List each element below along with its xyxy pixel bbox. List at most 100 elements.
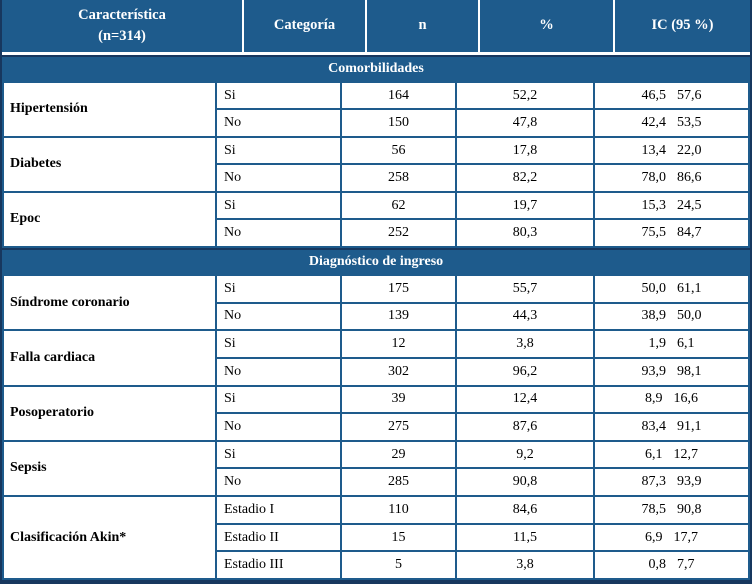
table-row: Sepsis Si 29 9,2 6,1 12,7 bbox=[2, 439, 750, 498]
cell-categoria: Estadio I bbox=[215, 495, 342, 525]
header-cell-percent: % bbox=[478, 0, 613, 52]
cell-n: 62 bbox=[340, 190, 457, 221]
ci-high: 24,5 bbox=[677, 197, 702, 213]
ci-high: 98,1 bbox=[677, 363, 702, 379]
table-row: Hipertensión Si 164 52,2 46,5 57,6 bbox=[2, 81, 750, 138]
cell-pct: 82,2 bbox=[455, 163, 595, 193]
ci-low: 15,3 bbox=[641, 197, 667, 213]
cell-pct: 96,2 bbox=[455, 356, 595, 387]
cell-ci: 83,4 91,1 bbox=[593, 412, 750, 442]
row-label: Sepsis bbox=[2, 439, 217, 498]
cell-ci: 93,9 98,1 bbox=[593, 356, 750, 387]
ci-high: 61,1 bbox=[677, 280, 702, 296]
cell-pct: 80,3 bbox=[455, 218, 595, 248]
cell-ci: 75,5 84,7 bbox=[593, 218, 750, 248]
comorbilidades-table: Hipertensión Si 164 52,2 46,5 57,6 No 150… bbox=[2, 81, 750, 248]
cell-n: 29 bbox=[340, 439, 457, 470]
ci-low: 87,3 bbox=[641, 474, 667, 490]
cell-ci: 13,4 22,0 bbox=[593, 135, 750, 166]
header-cell-category: Categoría bbox=[242, 0, 365, 52]
cell-ci: 78,0 86,6 bbox=[593, 163, 750, 193]
cell-pct: 52,2 bbox=[455, 81, 595, 111]
ci-low: 93,9 bbox=[641, 363, 667, 379]
section-body-comorbilidades: Hipertensión Si 164 52,2 46,5 57,6 No 150… bbox=[2, 81, 750, 248]
cell-pct: 12,4 bbox=[455, 384, 595, 415]
ci-high: 12,7 bbox=[673, 446, 699, 462]
cell-pct: 11,5 bbox=[455, 522, 595, 553]
cell-n: 285 bbox=[340, 467, 457, 498]
row-label: Hipertensión bbox=[2, 81, 217, 138]
cell-n: 275 bbox=[340, 412, 457, 442]
ci-low: 78,5 bbox=[641, 501, 667, 517]
cell-categoria: Estadio III bbox=[215, 550, 342, 580]
ci-high: 22,0 bbox=[677, 142, 702, 158]
cell-categoria: No bbox=[215, 218, 342, 248]
cell-n: 150 bbox=[340, 108, 457, 138]
ci-high: 57,6 bbox=[677, 87, 702, 103]
ci-low: 46,5 bbox=[641, 87, 667, 103]
table-row: Diabetes Si 56 17,8 13,4 22,0 bbox=[2, 135, 750, 193]
cell-ci: 15,3 24,5 bbox=[593, 190, 750, 221]
table-row: Epoc Si 62 19,7 15,3 24,5 bbox=[2, 190, 750, 248]
cell-n: 258 bbox=[340, 163, 457, 193]
cell-ci: 42,4 53,5 bbox=[593, 108, 750, 138]
ci-low: 83,4 bbox=[641, 418, 667, 434]
ci-high: 50,0 bbox=[677, 308, 702, 324]
ci-low: 13,4 bbox=[641, 142, 667, 158]
cell-ci: 46,5 57,6 bbox=[593, 81, 750, 111]
header-cell-n: n bbox=[365, 0, 478, 52]
header-cell-characteristic: Característica (n=314) bbox=[2, 0, 242, 52]
cell-categoria: No bbox=[215, 108, 342, 138]
section-header-diagnostico-ingreso: Diagnóstico de ingreso bbox=[2, 247, 750, 274]
row-label: Epoc bbox=[2, 190, 217, 248]
cell-categoria: No bbox=[215, 467, 342, 498]
cell-ci: 6,1 12,7 bbox=[593, 439, 750, 470]
cell-ci: 0,8 7,7 bbox=[593, 550, 750, 580]
cell-categoria: No bbox=[215, 301, 342, 332]
cell-categoria: Si bbox=[215, 190, 342, 221]
ci-high: 90,8 bbox=[677, 501, 702, 517]
cell-ci: 8,9 16,6 bbox=[593, 384, 750, 415]
group-diabetes: Diabetes Si 56 17,8 13,4 22,0 No 258 82,2… bbox=[2, 135, 750, 193]
ci-high: 86,6 bbox=[677, 170, 702, 186]
cell-pct: 3,8 bbox=[455, 550, 595, 580]
ci-low: 8,9 bbox=[645, 391, 663, 407]
ci-low: 50,0 bbox=[641, 280, 667, 296]
table-row: No 139 44,3 38,9 50,0 bbox=[3, 301, 750, 332]
cell-ci: 6,9 17,7 bbox=[593, 522, 750, 553]
ci-low: 6,9 bbox=[645, 529, 663, 545]
ci-low: 38,9 bbox=[641, 308, 667, 324]
table-row: No 285 90,8 87,3 93,9 bbox=[3, 467, 750, 498]
ci-low: 75,5 bbox=[641, 225, 667, 241]
table-row: Estadio II 15 11,5 6,9 17,7 bbox=[3, 522, 750, 553]
table-row: No 150 47,8 42,4 53,5 bbox=[3, 108, 750, 138]
ci-low: 78,0 bbox=[641, 170, 667, 186]
row-label: Clasificación Akin* bbox=[2, 495, 217, 580]
header-characteristic-line1: Característica bbox=[78, 6, 166, 23]
group-sepsis: Sepsis Si 29 9,2 6,1 12,7 No 285 90,8 87,… bbox=[2, 439, 750, 498]
cell-n: 252 bbox=[340, 218, 457, 248]
row-label: Falla cardiaca bbox=[2, 329, 217, 387]
cell-categoria: No bbox=[215, 356, 342, 387]
group-posoperatorio: Posoperatorio Si 39 12,4 8,9 16,6 No 275 … bbox=[2, 384, 750, 442]
cell-categoria: No bbox=[215, 412, 342, 442]
cell-categoria: Si bbox=[215, 81, 342, 111]
cell-pct: 9,2 bbox=[455, 439, 595, 470]
cell-categoria: Si bbox=[215, 384, 342, 415]
section-header-comorbilidades: Comorbilidades bbox=[2, 55, 750, 81]
section-body-diagnostico-ingreso: Síndrome coronario Si 175 55,7 50,0 61,1 … bbox=[2, 273, 750, 580]
header-cell-ci: IC (95 %) bbox=[613, 0, 750, 52]
cell-categoria: No bbox=[215, 163, 342, 193]
cell-categoria: Si bbox=[215, 329, 342, 359]
cell-ci: 87,3 93,9 bbox=[593, 467, 750, 498]
cell-ci: 50,0 61,1 bbox=[593, 273, 750, 304]
header-characteristic-line2: (n=314) bbox=[98, 28, 146, 44]
row-label: Síndrome coronario bbox=[2, 273, 217, 332]
row-label: Posoperatorio bbox=[2, 384, 217, 442]
cell-pct: 87,6 bbox=[455, 412, 595, 442]
diagnostico-table: Síndrome coronario Si 175 55,7 50,0 61,1 … bbox=[2, 273, 750, 580]
ci-high: 53,5 bbox=[677, 115, 702, 131]
cell-categoria: Si bbox=[215, 273, 342, 304]
cell-pct: 3,8 bbox=[455, 329, 595, 359]
